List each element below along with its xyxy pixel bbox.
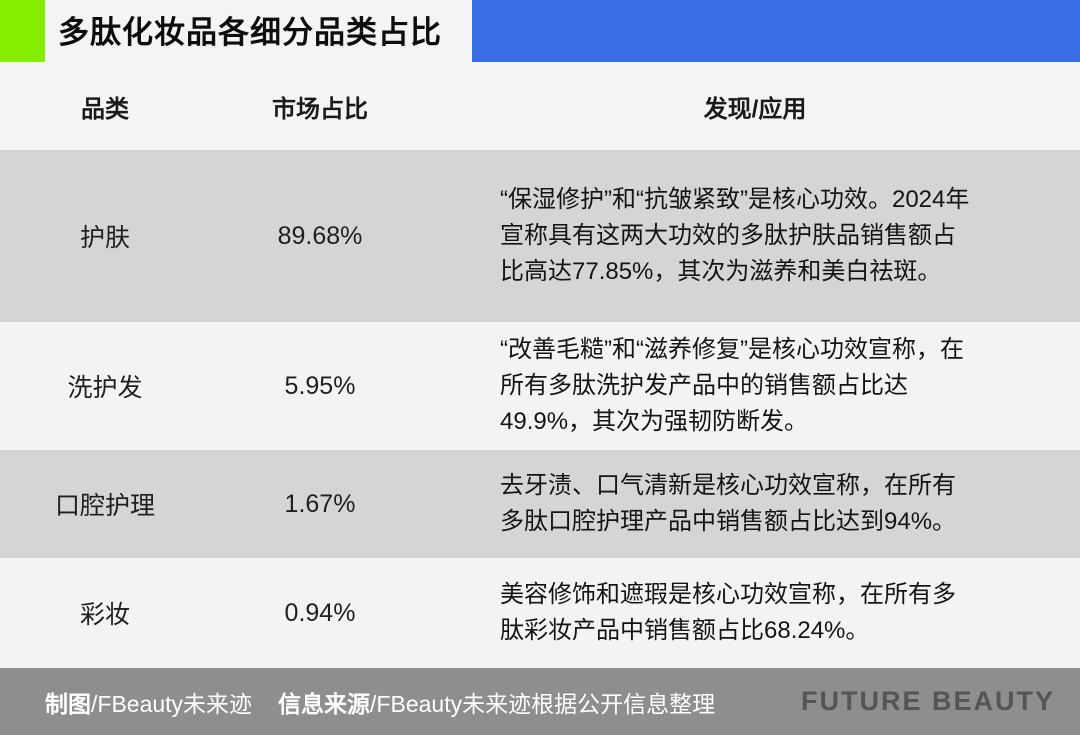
table-row: 彩妆 0.94% 美容修饰和遮瑕是核心功效宣称，在所有多肽彩妆产品中销售额占比6… (0, 558, 1080, 668)
page-title: 多肽化妆品各细分品类占比 (58, 15, 442, 50)
green-accent-block (0, 0, 45, 62)
credit-label: 制图 (45, 690, 91, 717)
column-header-category: 品类 (81, 95, 129, 123)
share-cell: 89.68% (277, 221, 363, 250)
table-row: 口腔护理 1.67% 去牙渍、口气清新是核心功效宣称，在所有多肽口腔护理产品中销… (0, 450, 1080, 558)
column-header-share: 市场占比 (272, 95, 368, 123)
share-cell: 0.94% (284, 598, 356, 627)
description-cell: 美容修饰和遮瑕是核心功效宣称，在所有多肽彩妆产品中销售额占比68.24%。 (500, 581, 956, 644)
description-cell: 去牙渍、口气清新是核心功效宣称，在所有多肽口腔护理产品中销售额占比达到94%。 (500, 472, 957, 535)
share-cell: 5.95% (284, 371, 356, 400)
table-row: 护肤 89.68% “保湿修护”和“抗皱紧致”是核心功效。2024年宣称具有这两… (0, 150, 1080, 322)
brand-logo-text: FUTURE BEAUTY (801, 686, 1055, 716)
category-cell: 口腔护理 (54, 492, 155, 520)
table-row: 洗护发 5.95% “改善毛糙”和“滋养修复”是核心功效宣称，在所有多肽洗护发产… (0, 322, 1080, 450)
table-header-row: 品类 市场占比 发现/应用 (0, 62, 1080, 150)
credits-text: 制图/FBeauty未来迹 信息来源/FBeauty未来迹根据公开信息整理 (45, 685, 715, 719)
source-value: /FBeauty未来迹根据公开信息整理 (370, 690, 716, 717)
blue-accent-bar (472, 0, 1080, 62)
category-cell: 彩妆 (79, 601, 130, 629)
description-cell: “改善毛糙”和“滋养修复”是核心功效宣称，在所有多肽洗护发产品中的销售额占比达4… (500, 336, 964, 435)
category-cell: 护肤 (79, 224, 130, 252)
credit-value: /FBeauty未来迹 (91, 690, 253, 717)
source-label: 信息来源 (278, 690, 371, 717)
column-header-findings: 发现/应用 (703, 95, 807, 123)
header-band: 多肽化妆品各细分品类占比 (0, 0, 1080, 62)
footer-bar: 制图/FBeauty未来迹 信息来源/FBeauty未来迹根据公开信息整理 FUT… (0, 668, 1080, 735)
share-cell: 1.67% (284, 489, 356, 518)
description-cell: “保湿修护”和“抗皱紧致”是核心功效。2024年宣称具有这两大功效的多肽护肤品销… (500, 186, 970, 285)
category-cell: 洗护发 (67, 374, 143, 402)
